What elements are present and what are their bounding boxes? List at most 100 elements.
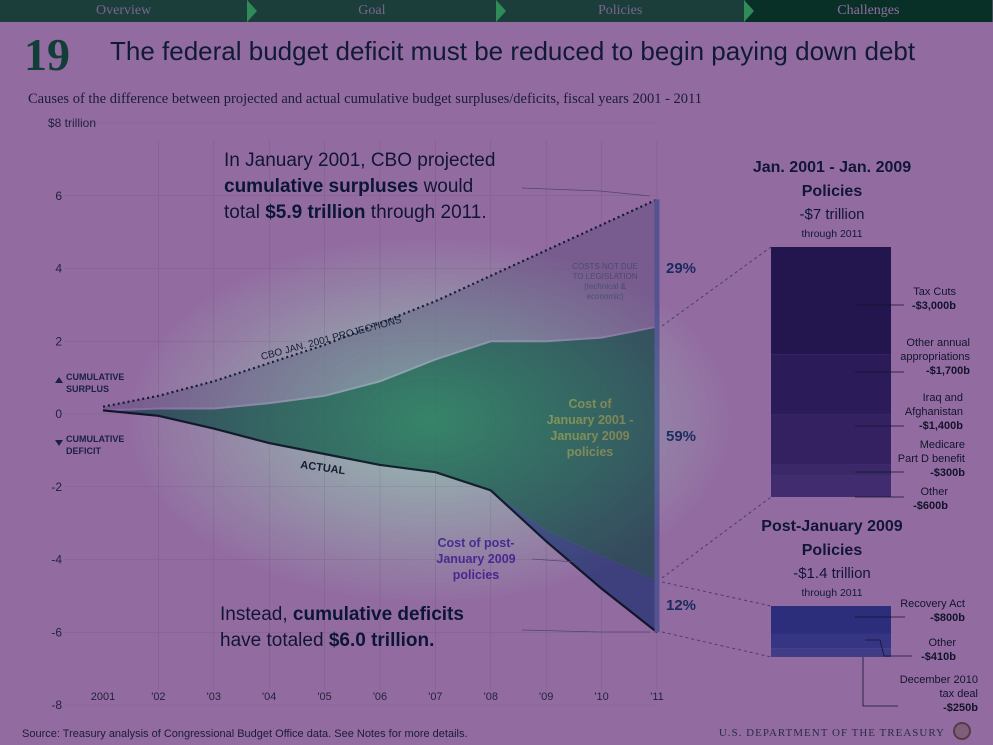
costs-not-due-line3: (technical &	[584, 282, 626, 291]
projection-note-emph: cumulative surpluses	[224, 176, 419, 197]
seg-appropriations-value: -$1,700b	[925, 365, 970, 377]
panel1-total: -$7 trillion	[799, 206, 865, 223]
jan2001-line3: January 2009	[550, 429, 630, 443]
seg-other2-label: Other -$410b	[921, 636, 956, 664]
panel2-heading-line1: Post-January 2009	[761, 518, 903, 535]
pct-jan2001-policies: 59%	[666, 428, 697, 445]
actual-leader	[521, 629, 650, 633]
deficit-side-label: CUMULATIVE	[66, 434, 124, 444]
panel2-segment	[771, 606, 891, 634]
seg-other1-value: -$600b	[913, 500, 948, 512]
projection-note-line1: In January 2001, CBO projected	[224, 150, 496, 171]
x-tick-label: '07	[428, 691, 442, 703]
seg-taxdeal-value: -$250b	[943, 702, 978, 714]
panel1-segment	[771, 414, 891, 465]
panel1-segment	[771, 464, 891, 476]
seg-recovery-name: Recovery Act	[900, 598, 965, 610]
source-note: Source: Treasury analysis of Congression…	[22, 728, 468, 740]
costs-not-due-line1: COSTS NOT DUE	[572, 262, 638, 271]
seg-recovery-label: Recovery Act -$800b	[900, 597, 965, 625]
actual-note-line2a: have totaled	[220, 630, 329, 651]
seg-iraq-name1: Iraq and	[922, 392, 963, 404]
panel2-segment-leader	[862, 657, 898, 707]
panel2-segment	[771, 648, 891, 657]
actual-note-amount: $6.0 trillion.	[328, 630, 435, 651]
seg-medicare-name1: Medicare	[919, 439, 965, 451]
y-tick-label: -2	[51, 480, 62, 494]
y-tick-label: -8	[51, 698, 62, 712]
x-tick-label: '02	[151, 691, 165, 703]
surplus-arrow-icon	[55, 377, 63, 383]
actual-note: Instead, cumulative deficits have totale…	[220, 602, 464, 654]
seg-other2-value: -$410b	[921, 651, 956, 663]
x-tick-label: '03	[207, 691, 221, 703]
post2009-policies-label: Cost of post- January 2009 policies	[420, 535, 532, 583]
projection-note: In January 2001, CBO projected cumulativ…	[224, 148, 495, 226]
post2009-line3: policies	[452, 568, 500, 582]
deficit-side-label: DEFICIT	[66, 446, 102, 456]
x-tick-label: '06	[373, 691, 387, 703]
agency-name: U.S. DEPARTMENT OF THE TREASURY	[718, 727, 945, 739]
seg-iraq-label: Iraq and Afghanistan -$1,400b	[905, 391, 963, 433]
seg-other1-name: Other	[920, 486, 948, 498]
panel1-segment	[771, 475, 891, 497]
panel2-total: -$1.4 trillion	[793, 565, 871, 582]
x-tick-label: '08	[484, 691, 498, 703]
y-tick-label: -4	[51, 553, 62, 567]
post2009-line2: January 2009	[436, 552, 516, 566]
y-tick-label: $8 trillion	[48, 116, 96, 130]
panel2-heading-line2: Policies	[801, 542, 863, 559]
panel1-heading-line2: Policies	[801, 183, 863, 200]
y-tick-label: -6	[51, 625, 62, 639]
seg-taxdeal-name2: tax deal	[939, 688, 978, 700]
projection-leader	[521, 187, 651, 197]
seg-iraq-value: -$1,400b	[918, 420, 963, 432]
y-tick-label: 2	[55, 334, 62, 348]
panel2-through: through 2011	[801, 587, 863, 599]
panel1-segment	[771, 354, 891, 415]
seg-recovery-value: -$800b	[930, 612, 965, 624]
panel1-heading: Jan. 2001 - Jan. 2009 Policies -$7 trill…	[740, 156, 924, 242]
projection-note-amount: $5.9 trillion	[265, 202, 366, 223]
panel2-segment	[771, 633, 891, 649]
seg-taxdeal-name1: December 2010	[899, 674, 978, 686]
actual-note-emph: cumulative deficits	[292, 604, 464, 625]
jan2001-line2: January 2001 -	[546, 413, 634, 427]
costs-not-due-line2: TO LEGISLATION	[572, 272, 638, 281]
panel2-connector-bottom	[661, 631, 772, 658]
seg-other2-name: Other	[928, 637, 956, 649]
seg-appropriations-label: Other annual appropriations -$1,700b	[900, 336, 970, 378]
seg-tax-cuts-value: -$3,000b	[911, 300, 956, 312]
panel1-segment	[771, 247, 891, 355]
y-tick-label: 0	[55, 407, 62, 421]
jan2001-line1: Cost of	[568, 397, 612, 411]
seg-medicare-name2: Part D benefit	[897, 453, 965, 465]
x-tick-label: '10	[594, 691, 608, 703]
jan2001-policies-label: Cost of January 2001 - January 2009 poli…	[534, 396, 646, 460]
x-tick-label: '04	[262, 691, 276, 703]
surplus-side-label: SURPLUS	[66, 384, 109, 394]
post2009-line1: Cost of post-	[437, 536, 515, 550]
x-tick-label: '09	[539, 691, 553, 703]
x-tick-label: 2001	[91, 691, 115, 703]
panel2-heading: Post-January 2009 Policies -$1.4 trillio…	[740, 515, 924, 601]
seg-tax-cuts-label: Tax Cuts -$3,000b	[912, 285, 956, 313]
deficit-arrow-icon	[55, 440, 63, 446]
pct-costs-not-due: 29%	[666, 260, 697, 277]
surplus-side-label: CUMULATIVE	[66, 372, 124, 382]
seg-iraq-name2: Afghanistan	[904, 406, 963, 418]
treasury-seal-icon	[953, 722, 971, 740]
seg-medicare-label: Medicare Part D benefit -$300b	[898, 438, 965, 480]
projection-note-line2: would	[418, 176, 474, 197]
x-tick-label: '11	[650, 691, 664, 703]
jan2001-line4: policies	[566, 445, 614, 459]
x-tick-label: '05	[317, 691, 331, 703]
y-tick-label: 6	[55, 189, 62, 203]
costs-not-due-label: COSTS NOT DUE TO LEGISLATION (technical …	[570, 262, 640, 302]
projection-note-line3c: through 2011.	[365, 202, 487, 223]
seg-taxdeal-label: December 2010 tax deal -$250b	[900, 673, 978, 715]
panel1-heading-line1: Jan. 2001 - Jan. 2009	[752, 159, 912, 176]
projection-note-line3a: total	[224, 202, 266, 223]
seg-medicare-value: -$300b	[930, 467, 965, 479]
